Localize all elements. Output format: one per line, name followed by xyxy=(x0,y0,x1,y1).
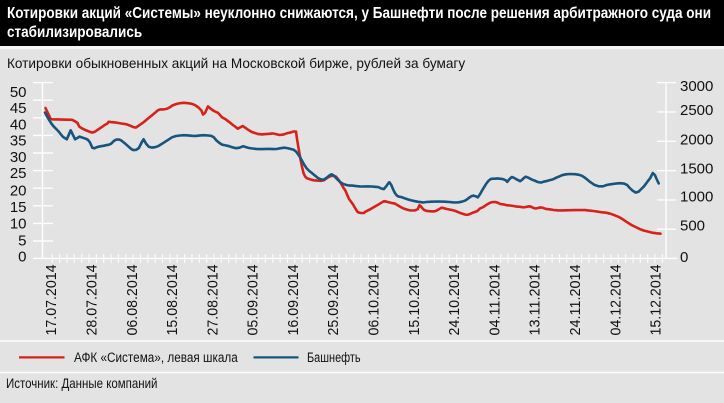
svg-text:1000: 1000 xyxy=(680,189,713,206)
svg-text:15: 15 xyxy=(10,199,27,216)
svg-text:20: 20 xyxy=(10,183,27,200)
svg-text:15.10.2014: 15.10.2014 xyxy=(406,265,423,336)
svg-text:05.09.2014: 05.09.2014 xyxy=(245,265,262,336)
svg-text:45: 45 xyxy=(10,100,27,117)
svg-text:24.10.2014: 24.10.2014 xyxy=(446,265,463,336)
svg-text:24.11.2014: 24.11.2014 xyxy=(567,265,584,336)
svg-text:2500: 2500 xyxy=(680,102,713,119)
svg-text:04.12.2014: 04.12.2014 xyxy=(607,265,624,336)
svg-text:2000: 2000 xyxy=(680,132,713,149)
svg-text:17.07.2014: 17.07.2014 xyxy=(43,265,60,336)
svg-text:0: 0 xyxy=(18,248,26,265)
svg-text:13.11.2014: 13.11.2014 xyxy=(527,265,544,336)
svg-text:1500: 1500 xyxy=(680,161,713,178)
svg-text:06.10.2014: 06.10.2014 xyxy=(366,265,383,336)
svg-text:3000: 3000 xyxy=(680,78,713,95)
svg-text:27.08.2014: 27.08.2014 xyxy=(204,265,221,336)
svg-text:0: 0 xyxy=(680,249,688,266)
svg-text:16.09.2014: 16.09.2014 xyxy=(285,265,302,336)
svg-text:04.11.2014: 04.11.2014 xyxy=(486,264,503,335)
svg-text:15.12.2014: 15.12.2014 xyxy=(648,265,665,336)
svg-text:25: 25 xyxy=(10,165,27,182)
svg-text:25.09.2014: 25.09.2014 xyxy=(325,265,342,336)
svg-text:10: 10 xyxy=(10,216,27,233)
svg-text:50: 50 xyxy=(10,84,27,101)
svg-text:500: 500 xyxy=(680,218,705,235)
svg-text:35: 35 xyxy=(10,133,27,150)
svg-text:5: 5 xyxy=(18,233,26,250)
svg-text:28.07.2014: 28.07.2014 xyxy=(84,265,101,336)
svg-text:40: 40 xyxy=(10,117,27,134)
svg-text:15.08.2014: 15.08.2014 xyxy=(164,265,181,336)
svg-text:06.08.2014: 06.08.2014 xyxy=(124,265,141,336)
svg-text:30: 30 xyxy=(10,149,27,166)
